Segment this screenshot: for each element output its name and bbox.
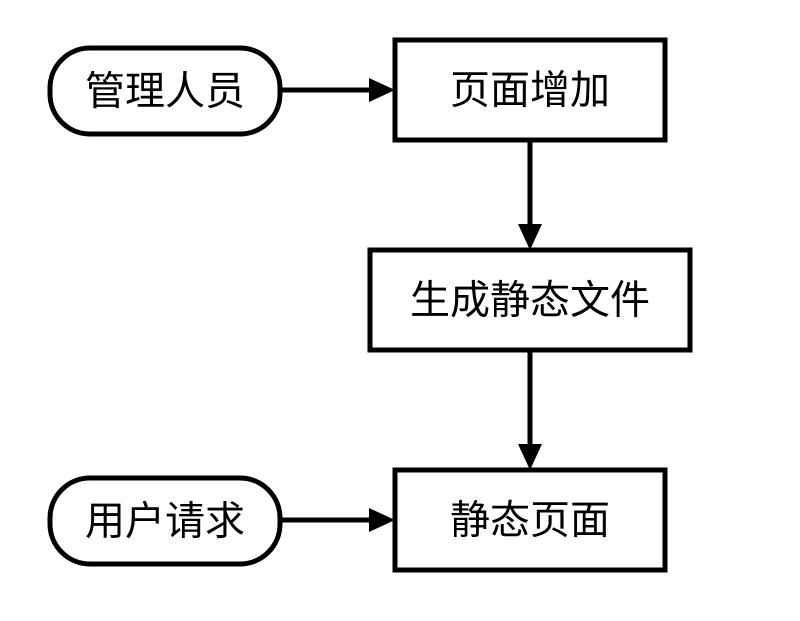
node-page_add: 页面增加 [395,40,665,140]
edge-gen_static-to-static_pg [518,350,542,470]
node-gen_static: 生成静态文件 [370,250,690,350]
node-label-gen_static: 生成静态文件 [410,278,650,323]
node-user_req: 用户请求 [50,478,280,564]
node-label-user_req: 用户请求 [85,499,245,544]
arrowhead-icon [518,444,542,470]
node-admin: 管理人员 [50,48,280,134]
arrowhead-icon [518,224,542,250]
node-label-static_pg: 静态页面 [450,498,610,543]
arrowhead-icon [369,78,395,102]
node-static_pg: 静态页面 [395,470,665,570]
node-label-page_add: 页面增加 [450,68,610,113]
edge-user_req-to-static_pg [280,508,395,532]
edge-page_add-to-gen_static [518,140,542,250]
flowchart-canvas: 管理人员 页面增加生成静态文件用户请求 静态页面 [0,0,800,621]
node-label-admin: 管理人员 [85,69,245,114]
edge-admin-to-page_add [280,78,395,102]
arrowhead-icon [369,508,395,532]
